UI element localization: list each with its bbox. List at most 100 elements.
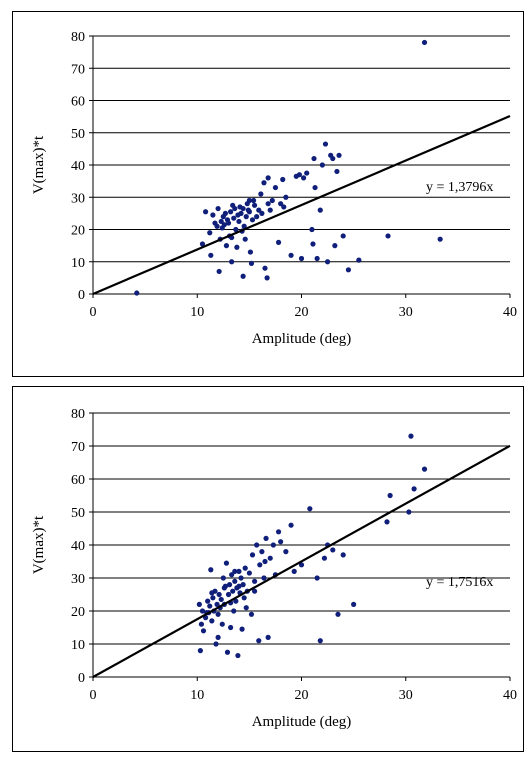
data-point — [215, 611, 221, 617]
data-point — [265, 201, 271, 207]
data-point — [324, 259, 331, 265]
data-point — [249, 552, 256, 558]
data-point — [246, 197, 252, 204]
data-point — [309, 226, 315, 233]
data-point — [213, 641, 219, 647]
trendline-equation-label: y = 1,7516x — [426, 575, 493, 590]
data-point — [275, 239, 282, 245]
data-point — [256, 638, 262, 644]
data-point — [249, 217, 256, 223]
y-tick-label: 30 — [71, 572, 85, 587]
y-tick-label: 20 — [71, 605, 85, 620]
data-point — [236, 583, 242, 589]
scatter-chart-bottom: 0 10 20 30 40 50 60 70 80 0 10 20 30 40 Amplitude (deg… — [31, 407, 517, 730]
data-point — [254, 214, 260, 220]
y-tick-label: 10 — [71, 638, 85, 653]
data-point — [254, 542, 260, 548]
data-point — [240, 582, 246, 588]
data-point — [406, 509, 412, 515]
data-point — [220, 575, 226, 581]
data-point — [332, 243, 338, 249]
data-point — [196, 601, 202, 607]
data-point — [336, 152, 342, 158]
data-point — [267, 555, 273, 561]
data-point — [243, 605, 249, 611]
y-tick-label: 0 — [78, 288, 85, 303]
x-tick-label: 0 — [90, 688, 97, 703]
data-point — [229, 259, 235, 265]
data-point — [218, 218, 224, 225]
data-point — [304, 170, 310, 176]
data-point — [246, 209, 252, 215]
data-point — [310, 241, 316, 247]
data-point — [317, 638, 323, 644]
data-point — [334, 168, 340, 175]
x-axis-title: Amplitude (deg) — [252, 331, 352, 347]
data-point — [259, 210, 265, 216]
data-point — [232, 205, 238, 212]
data-point — [256, 207, 262, 213]
y-tick-label: 80 — [71, 30, 85, 45]
data-point — [263, 535, 269, 541]
x-tick-label: 40 — [503, 305, 517, 320]
data-point — [385, 233, 391, 239]
data-point — [233, 598, 239, 604]
x-tick-label: 40 — [503, 688, 517, 703]
data-point — [330, 155, 336, 162]
data-point — [259, 549, 265, 555]
data-point — [281, 204, 287, 210]
data-point — [411, 486, 417, 492]
data-point — [223, 560, 230, 566]
y-axis-title: V(max)*t — [31, 135, 47, 194]
data-point — [241, 595, 247, 601]
data-point — [199, 608, 206, 614]
y-tick-label: 70 — [71, 62, 85, 77]
data-point — [236, 218, 242, 225]
data-point — [275, 529, 282, 535]
data-point — [216, 268, 222, 275]
data-point — [437, 236, 443, 242]
data-point — [278, 539, 284, 545]
data-point — [262, 558, 268, 565]
y-tick-label: 30 — [71, 191, 85, 206]
data-point — [319, 162, 325, 168]
data-point — [283, 194, 289, 200]
scatter-chart-top: 0 10 20 30 40 50 60 70 80 0 10 20 30 40 Amplitude (deg… — [31, 30, 517, 347]
data-point — [408, 433, 414, 439]
data-point — [214, 601, 220, 607]
y-tick-label: 70 — [71, 440, 85, 455]
y-tick-label: 10 — [71, 256, 85, 271]
data-point — [261, 575, 267, 581]
data-point — [208, 567, 214, 573]
data-point — [233, 226, 239, 233]
data-point — [225, 591, 232, 598]
data-point — [209, 590, 215, 596]
data-point — [298, 562, 305, 568]
data-point — [231, 215, 237, 221]
y-tick-label: 40 — [71, 159, 85, 174]
data-point — [314, 255, 320, 262]
data-point — [356, 257, 362, 263]
data-point — [257, 562, 263, 568]
data-point — [340, 233, 346, 239]
data-point — [314, 575, 320, 581]
data-point — [228, 209, 234, 215]
data-point — [226, 582, 233, 588]
data-point — [265, 634, 271, 640]
data-point — [296, 172, 303, 178]
data-point — [283, 549, 289, 555]
data-point — [224, 649, 231, 655]
data-point — [241, 223, 247, 229]
data-point — [234, 244, 240, 250]
data-point — [330, 547, 336, 553]
data-point — [205, 598, 211, 604]
y-tick-label: 0 — [78, 671, 85, 686]
y-tick-label: 40 — [71, 539, 85, 554]
data-point — [250, 197, 257, 204]
data-point — [351, 601, 357, 607]
data-point — [278, 201, 284, 207]
data-point — [288, 252, 294, 258]
data-point — [221, 222, 227, 228]
data-point — [248, 260, 255, 266]
data-point — [239, 626, 245, 632]
